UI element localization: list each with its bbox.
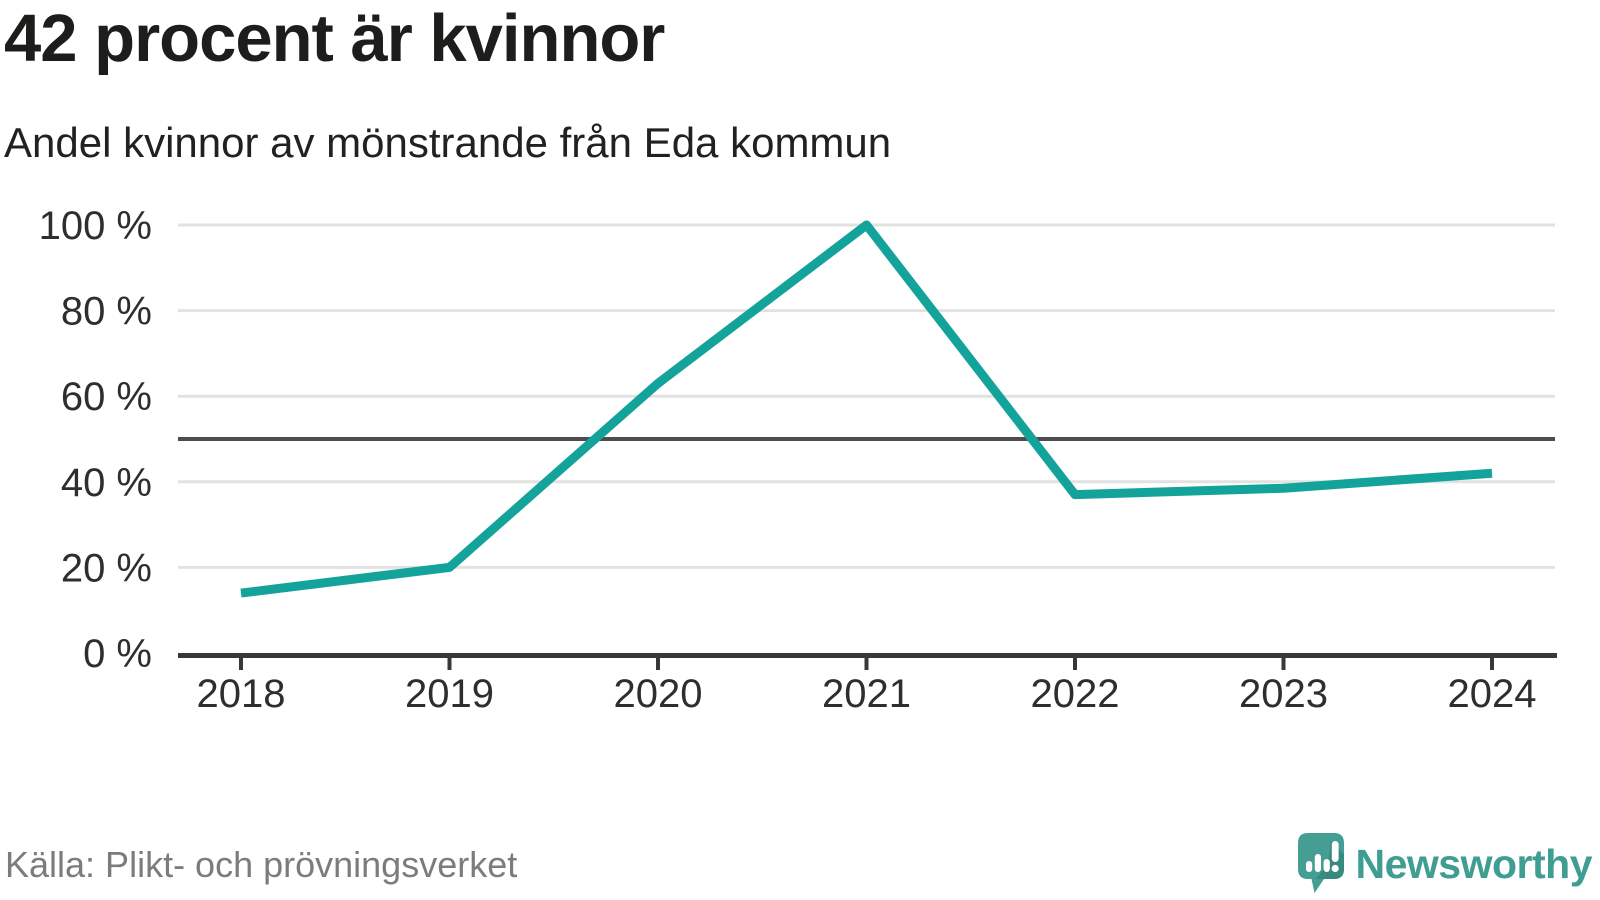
- data-line: [240, 220, 1493, 598]
- newsworthy-brand: Newsworthy: [1297, 833, 1593, 895]
- y-axis-label: 100 %: [39, 204, 152, 248]
- newsworthy-wordmark: Newsworthy: [1355, 840, 1593, 887]
- x-axis-label: 2023: [1239, 672, 1328, 716]
- y-axis-label: 20 %: [61, 546, 152, 590]
- x-axis-label: 2020: [614, 672, 703, 716]
- chart-subtitle: Andel kvinnor av mönstrande från Eda kom…: [4, 119, 892, 166]
- y-axis-label: 40 %: [61, 461, 152, 505]
- newsworthy-logo-icon: [1297, 833, 1344, 893]
- exclamation-bar: [1331, 841, 1339, 862]
- y-axis-label: 60 %: [61, 375, 152, 419]
- chart-title: 42 procent är kvinnor: [4, 1, 665, 76]
- logo-bars: [1305, 841, 1339, 873]
- source-note: Källa: Plikt- och prövningsverket: [5, 844, 518, 885]
- x-axis-label: 2024: [1448, 672, 1537, 716]
- y-axis-label: 0 %: [83, 632, 152, 676]
- x-axis-label: 2021: [822, 672, 911, 716]
- y-axis-label: 80 %: [61, 290, 152, 334]
- x-axis-label: 2022: [1031, 672, 1120, 716]
- x-axis-label: 2019: [405, 672, 494, 716]
- exclamation-dot: [1331, 864, 1339, 873]
- x-axis-label: 2018: [197, 672, 286, 716]
